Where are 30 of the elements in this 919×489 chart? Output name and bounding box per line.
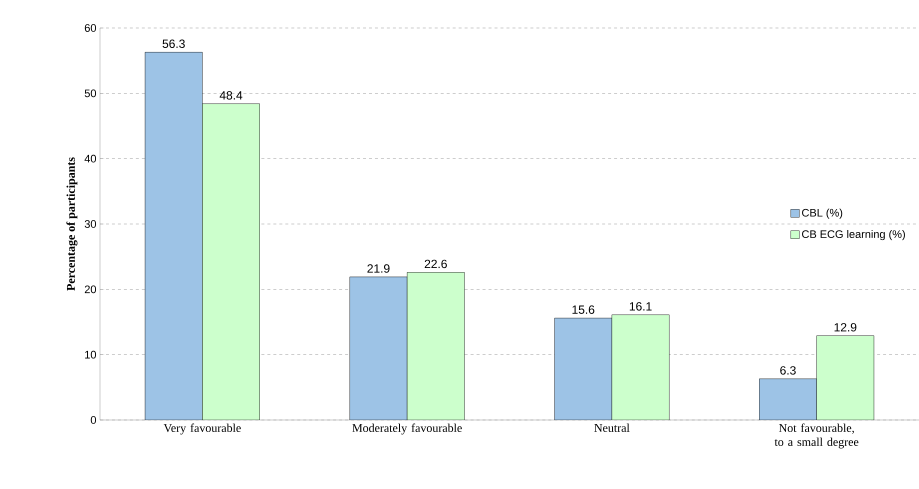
data-label: 12.9 bbox=[834, 323, 856, 332]
y-tick-label: 10 bbox=[85, 350, 96, 359]
bar bbox=[144, 52, 203, 420]
legend-label: CBL (%) bbox=[802, 208, 842, 219]
legend-label: CB ECG learning (%) bbox=[802, 230, 905, 240]
data-label: 48.4 bbox=[220, 91, 242, 100]
bar bbox=[759, 378, 817, 420]
bar bbox=[202, 104, 260, 420]
x-tick-label: Very favourable bbox=[164, 424, 241, 435]
y-tick-label: 50 bbox=[84, 89, 96, 98]
data-label: 6.3 bbox=[780, 366, 796, 375]
bar bbox=[350, 276, 408, 420]
y-axis-title: Percentage of participants bbox=[66, 157, 78, 291]
data-label: 21.9 bbox=[367, 264, 390, 273]
bar bbox=[612, 314, 670, 420]
x-tick-label: Moderately favourable bbox=[352, 424, 462, 435]
bar bbox=[406, 272, 465, 420]
y-tick-label: 60 bbox=[84, 24, 96, 32]
data-label: 16.1 bbox=[630, 302, 652, 311]
x-tick-label: Not favourable, to a small degree bbox=[774, 424, 858, 448]
x-tick-label: Neutral bbox=[594, 424, 630, 432]
y-tick-label: 0 bbox=[90, 416, 96, 424]
y-tick-label: 40 bbox=[84, 154, 96, 163]
bar bbox=[554, 318, 612, 420]
y-tick-label: 20 bbox=[84, 285, 96, 294]
bar bbox=[816, 336, 874, 420]
data-label: 15.6 bbox=[572, 305, 594, 314]
y-tick-label: 30 bbox=[84, 220, 96, 228]
data-label: 56.3 bbox=[162, 40, 185, 48]
data-label: 22.6 bbox=[424, 260, 447, 268]
